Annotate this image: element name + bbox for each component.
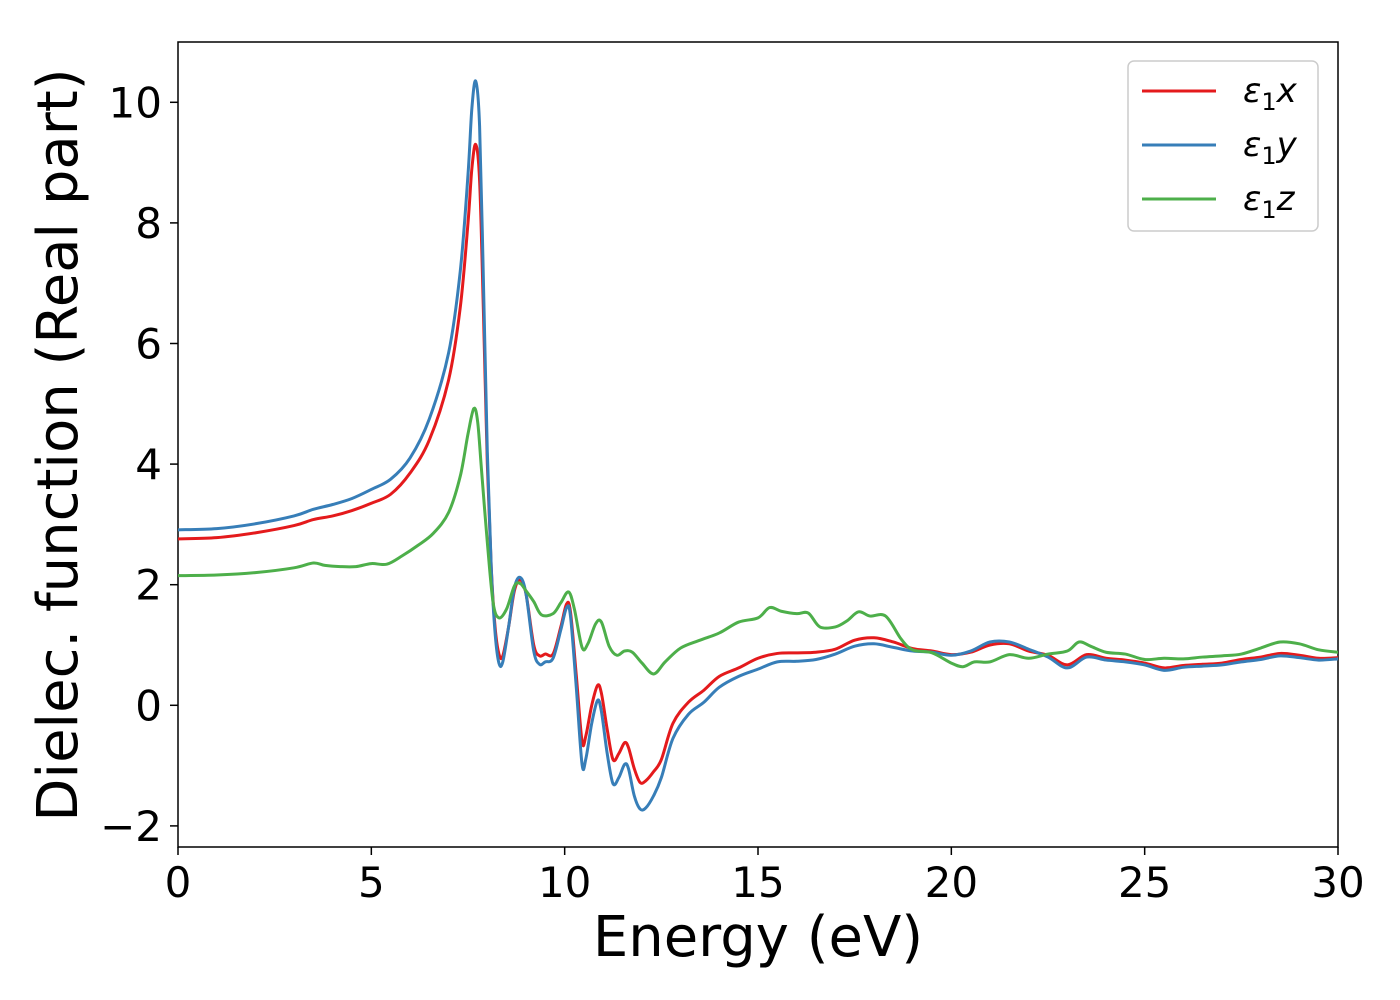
- legend-box: [1127, 60, 1319, 232]
- x-axis-title: Energy (eV): [593, 905, 923, 970]
- legend-items: ε1x ε1y ε1z: [1142, 71, 1298, 224]
- x-tick-label: 5: [358, 858, 385, 907]
- y-tick-label: −2: [100, 802, 162, 851]
- legend-label-z: ε1z: [1243, 179, 1296, 224]
- x-tick-label: 15: [731, 858, 784, 907]
- legend: ε1x ε1y ε1z: [1127, 60, 1319, 232]
- y-axis-title: Dielec. function (Real part): [26, 68, 91, 821]
- series-line-z: [178, 406, 1338, 676]
- x-tick-label: 30: [1311, 858, 1364, 907]
- legend-label-x: ε1x: [1243, 71, 1298, 116]
- series-line-y: [178, 79, 1338, 812]
- x-axis-ticks: 0 5 10 15 20 25 30: [165, 847, 1365, 907]
- series-layer: [178, 79, 1338, 812]
- y-tick-label: 6: [135, 319, 162, 368]
- y-tick-label: 8: [135, 199, 162, 248]
- series-line-x: [178, 142, 1338, 785]
- legend-label-y: ε1y: [1243, 125, 1298, 170]
- y-tick-label: 0: [135, 681, 162, 730]
- y-axis-ticks: −2 0 2 4 6 8 10: [100, 78, 178, 851]
- x-tick-label: 25: [1118, 858, 1171, 907]
- x-tick-label: 10: [538, 858, 591, 907]
- x-tick-label: 20: [925, 858, 978, 907]
- y-tick-label: 4: [135, 440, 162, 489]
- y-tick-label: 10: [109, 78, 162, 127]
- x-tick-label: 0: [165, 858, 192, 907]
- y-tick-label: 2: [135, 561, 162, 610]
